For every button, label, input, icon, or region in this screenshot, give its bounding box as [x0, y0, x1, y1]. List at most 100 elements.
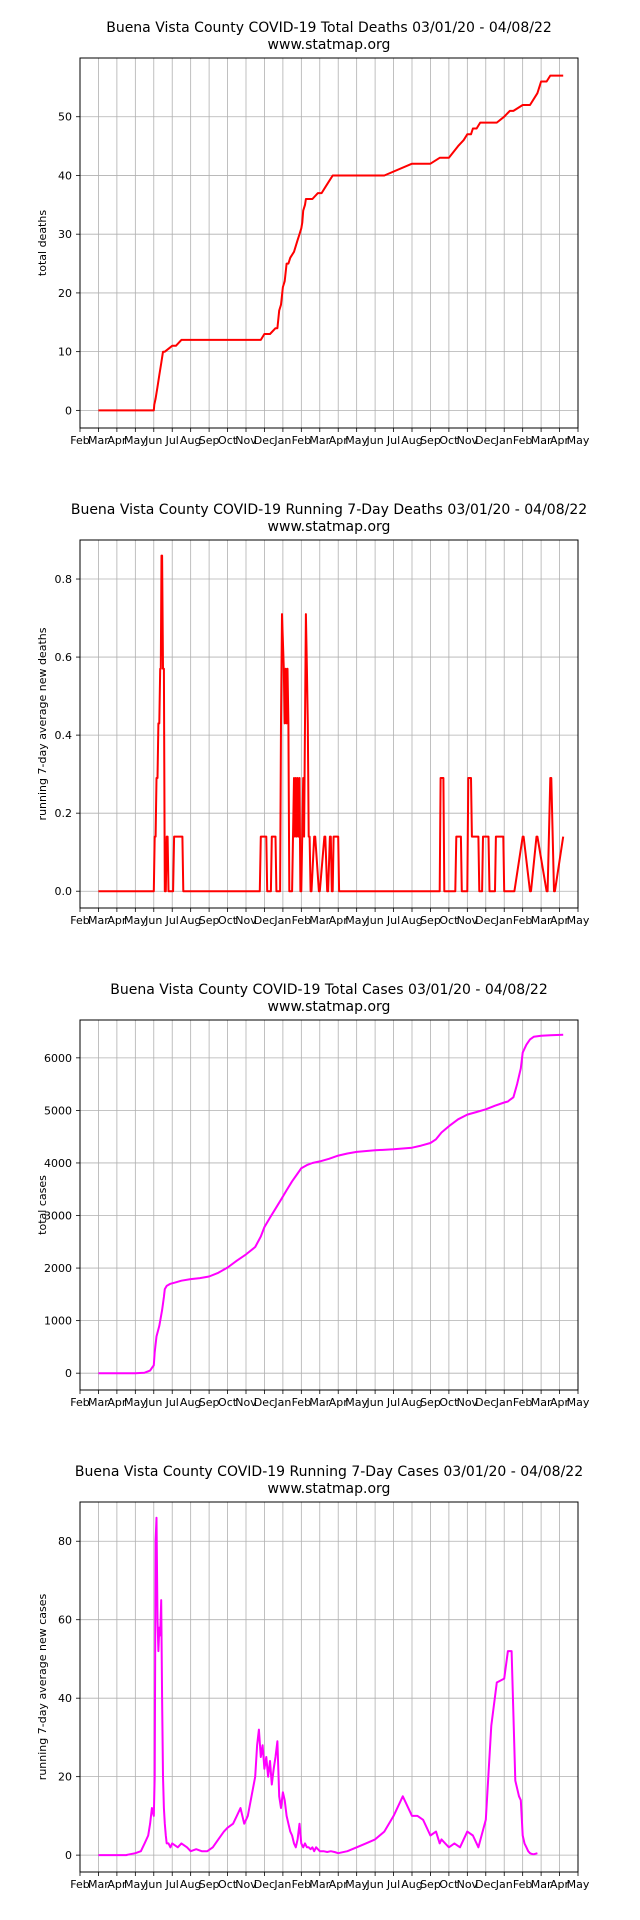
x-tick-label: Jul — [165, 914, 179, 927]
x-tick-label: Sep — [420, 1396, 441, 1409]
x-tick-label: Jun — [366, 1878, 384, 1891]
x-tick-label: Jul — [386, 1878, 400, 1891]
x-tick-label: Jun — [366, 1396, 384, 1409]
x-tick-label: Apr — [329, 1396, 349, 1409]
chart-subtitle: www.statmap.org — [268, 999, 391, 1015]
x-tick-label: May — [124, 434, 147, 447]
x-tick-label: Nov — [235, 434, 257, 447]
x-tick-label: Jun — [366, 914, 384, 927]
x-tick-label: Jan — [495, 1878, 513, 1891]
y-tick-label: 0.8 — [55, 573, 73, 586]
plot-frame — [79, 1019, 579, 1391]
x-tick-label: Jun — [144, 1878, 162, 1891]
y-tick-label: 80 — [58, 1535, 72, 1548]
x-tick-label: Apr — [329, 434, 349, 447]
x-tick-label: Dec — [254, 1878, 275, 1891]
x-tick-label: Jan — [495, 434, 513, 447]
x-tick-label: Aug — [180, 1878, 201, 1891]
x-tick-label: Jun — [366, 434, 384, 447]
x-tick-label: Dec — [254, 914, 275, 927]
x-tick-label: Aug — [401, 914, 422, 927]
y-tick-label: 50 — [58, 111, 72, 124]
x-tick-label: Oct — [218, 914, 238, 927]
y-tick-label: 4000 — [44, 1157, 72, 1170]
x-tick-label: Apr — [107, 434, 127, 447]
y-axis-label: running 7-day average new cases — [36, 1594, 49, 1781]
chart-4: Buena Vista County COVID-19 Running 7-Da… — [36, 1464, 590, 1891]
x-tick-label: Dec — [475, 434, 496, 447]
y-tick-label: 1000 — [44, 1315, 72, 1328]
y-tick-label: 0.6 — [55, 651, 73, 664]
x-tick-label: Oct — [439, 1396, 459, 1409]
chart-title: Buena Vista County COVID-19 Running 7-Da… — [71, 502, 587, 518]
y-tick-label: 0.0 — [55, 885, 73, 898]
x-tick-label: Nov — [457, 1396, 479, 1409]
chart-1: Buena Vista County COVID-19 Total Deaths… — [36, 20, 590, 447]
x-tick-label: Jan — [495, 1396, 513, 1409]
x-tick-label: Dec — [254, 1396, 275, 1409]
y-tick-label: 0 — [65, 1367, 72, 1380]
x-tick-label: Apr — [107, 1878, 127, 1891]
x-tick-label: Jul — [386, 434, 400, 447]
y-axis-label: total cases — [36, 1175, 49, 1235]
x-tick-label: May — [567, 914, 590, 927]
x-tick-label: Feb — [292, 914, 311, 927]
x-tick-label: May — [345, 914, 368, 927]
chart-subtitle: www.statmap.org — [268, 37, 391, 53]
x-tick-label: May — [345, 1878, 368, 1891]
x-tick-label: Sep — [199, 1396, 220, 1409]
x-tick-label: Dec — [475, 1396, 496, 1409]
y-tick-label: 20 — [58, 287, 72, 300]
x-tick-label: Sep — [420, 434, 441, 447]
x-tick-label: Sep — [199, 914, 220, 927]
x-tick-label: Jul — [386, 914, 400, 927]
y-axis-label: running 7-day average new deaths — [36, 627, 49, 820]
x-tick-label: Apr — [329, 914, 349, 927]
x-tick-label: Nov — [235, 1878, 257, 1891]
y-axis-label: total deaths — [36, 210, 49, 276]
x-tick-label: May — [567, 1878, 590, 1891]
x-tick-label: Jul — [165, 1878, 179, 1891]
chart-title: Buena Vista County COVID-19 Running 7-Da… — [75, 1464, 583, 1480]
y-tick-label: 6000 — [44, 1052, 72, 1065]
x-tick-label: Jan — [273, 1878, 291, 1891]
x-tick-label: Jun — [144, 914, 162, 927]
data-series-line — [98, 1516, 538, 1857]
x-tick-label: Aug — [401, 434, 422, 447]
x-tick-label: Sep — [199, 1878, 220, 1891]
x-tick-label: Oct — [218, 1396, 238, 1409]
x-tick-label: Aug — [180, 1396, 201, 1409]
x-tick-label: Mar — [309, 434, 330, 447]
x-tick-label: Feb — [513, 434, 532, 447]
x-tick-label: Apr — [550, 1396, 570, 1409]
x-tick-label: May — [345, 434, 368, 447]
x-tick-label: Nov — [457, 914, 479, 927]
chart-2: Buena Vista County COVID-19 Running 7-Da… — [36, 502, 590, 927]
x-tick-label: Aug — [180, 434, 201, 447]
y-tick-label: 40 — [58, 1692, 72, 1705]
x-tick-label: May — [124, 1878, 147, 1891]
x-tick-label: Mar — [309, 914, 330, 927]
x-tick-label: Jun — [144, 434, 162, 447]
x-tick-label: Feb — [70, 1396, 89, 1409]
chart-subtitle: www.statmap.org — [268, 1481, 391, 1497]
x-tick-label: May — [567, 434, 590, 447]
x-tick-label: Oct — [439, 914, 459, 927]
x-tick-label: Mar — [531, 1878, 552, 1891]
x-tick-label: Oct — [218, 1878, 238, 1891]
x-tick-label: May — [124, 914, 147, 927]
x-tick-label: Mar — [531, 434, 552, 447]
x-tick-label: Jan — [273, 1396, 291, 1409]
x-tick-label: Aug — [401, 1878, 422, 1891]
x-tick-label: Jan — [495, 914, 513, 927]
x-tick-label: Feb — [513, 1396, 532, 1409]
chart-title: Buena Vista County COVID-19 Total Deaths… — [106, 20, 552, 36]
x-tick-label: Sep — [420, 1878, 441, 1891]
plot-frame — [79, 539, 579, 909]
y-tick-label: 3000 — [44, 1210, 72, 1223]
x-tick-label: Mar — [88, 914, 109, 927]
y-tick-label: 60 — [58, 1614, 72, 1627]
x-tick-label: Jan — [273, 914, 291, 927]
x-tick-label: Mar — [309, 1878, 330, 1891]
